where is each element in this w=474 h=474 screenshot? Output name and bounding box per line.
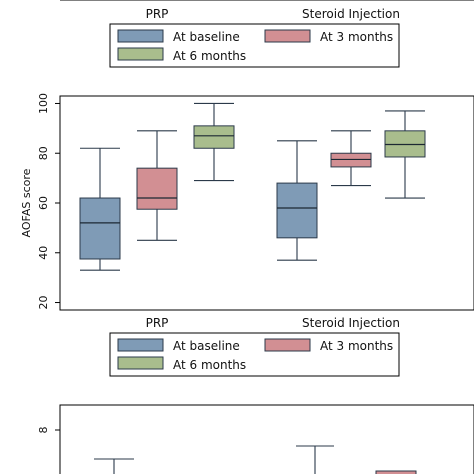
panel-middle-group-label-steroid: Steroid Injection <box>302 316 400 330</box>
legend-swatch-3months <box>264 29 311 43</box>
legend-swatch-3months <box>264 338 311 352</box>
panel-middle-y-tick-label-40: 40 <box>37 246 50 260</box>
panel-middle-group-label-prp: PRP <box>146 316 169 330</box>
legend-swatch-baseline <box>117 338 164 352</box>
panel-bottom-box-steroid-6months <box>375 470 417 474</box>
panel-middle-y-tick-label-80: 80 <box>37 146 50 160</box>
panel-middle-box-steroid-injection-at-6-months-box <box>384 130 426 158</box>
legend-label-baseline: At baseline <box>173 30 240 44</box>
panel-middle-plot-frame <box>59 95 474 311</box>
panel-middle-box-prp-at-baseline-box <box>79 197 121 260</box>
legend-label-6months: At 6 months <box>173 358 246 372</box>
legend-label-6months: At 6 months <box>173 49 246 63</box>
panel-middle-box-prp-at-6-months-box <box>193 125 235 149</box>
panel-middle-y-tick-label-20: 20 <box>37 296 50 310</box>
panel-middle-box-prp-at-3-months-box <box>136 167 178 210</box>
panel-middle-y-tick-label-60: 60 <box>37 196 50 210</box>
legend-swatch-baseline <box>117 29 164 43</box>
panel-middle-box-steroid-injection-at-3-months-box <box>330 152 372 168</box>
panel-middle-boxes <box>79 102 426 271</box>
legend-swatch-6months <box>117 356 164 370</box>
panel-middle-legend: At baseline At 3 months At 6 months <box>109 332 400 377</box>
panel-bottom-boxes <box>94 445 417 474</box>
panel-middle-box-steroid-injection-at-baseline-box <box>276 182 318 239</box>
panel-middle: 20 40 60 80 100 AOFAS score PRP Steroid Inje… <box>20 93 474 377</box>
panel-top: PRP Steroid Injection At baseline At 3 m… <box>60 0 474 68</box>
panel-middle-y-tick-label-100: 100 <box>37 93 50 114</box>
legend-label-3months: At 3 months <box>320 339 393 353</box>
legend-swatch-6months <box>117 47 164 61</box>
panel-bottom: 8 ess <box>20 404 474 474</box>
legend-label-baseline: At baseline <box>173 339 240 353</box>
panel-middle-y-axis-label: AOFAS score <box>20 168 33 237</box>
panel-top-group-label-prp: PRP <box>146 7 169 21</box>
panel-bottom-plot-frame <box>59 404 474 474</box>
legend-label-3months: At 3 months <box>320 30 393 44</box>
panel-bottom-y-tick-label-8: 8 <box>37 427 50 434</box>
panel-top-legend: At baseline At 3 months At 6 months <box>109 23 400 68</box>
panel-top-group-label-steroid: Steroid Injection <box>302 7 400 21</box>
panel-middle-y-axis: 20 40 60 80 100 <box>37 93 61 310</box>
